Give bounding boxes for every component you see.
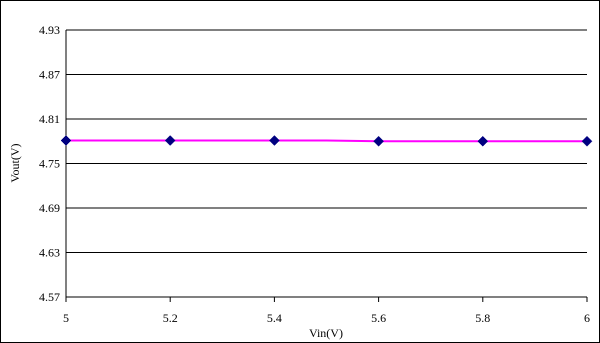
y-tick-label: 4.81: [39, 112, 60, 126]
data-point-marker: [373, 135, 384, 147]
x-tick-label: 5.2: [163, 311, 178, 325]
y-tick-label: 4.69: [39, 201, 60, 215]
data-point-marker: [60, 135, 72, 146]
x-tick-labels: 5 5.2 5.4 5.6 5.8 6: [63, 297, 590, 325]
y-tick-label: 4.75: [39, 157, 60, 171]
series-layer: [66, 139, 587, 143]
x-axis-title: Vin(V): [309, 326, 343, 340]
axes: [65, 30, 587, 298]
x-tick-label: 5: [63, 311, 69, 325]
y-tick-label: 4.57: [39, 290, 60, 304]
data-point-marker: [269, 135, 280, 146]
y-tick-label: 4.87: [39, 68, 60, 82]
gridlines: [66, 29, 587, 253]
series-line: [66, 139, 587, 143]
y-tick-label: 4.63: [39, 246, 60, 260]
x-tick-label: 5.8: [475, 311, 490, 325]
data-point-marker: [164, 135, 176, 146]
data-point-marker: [581, 135, 593, 147]
y-tick-label: 4.93: [39, 23, 60, 37]
x-tick-label: 5.6: [371, 311, 386, 325]
x-tick-label: 6: [584, 311, 590, 325]
x-tick-label: 5.4: [267, 311, 282, 325]
data-point-markers: [60, 135, 593, 147]
data-point-marker: [477, 135, 489, 147]
y-tick-labels: 4.93 4.87 4.81 4.75 4.69 4.63 4.57: [39, 23, 60, 304]
y-axis-title: Vout(V): [8, 143, 22, 182]
